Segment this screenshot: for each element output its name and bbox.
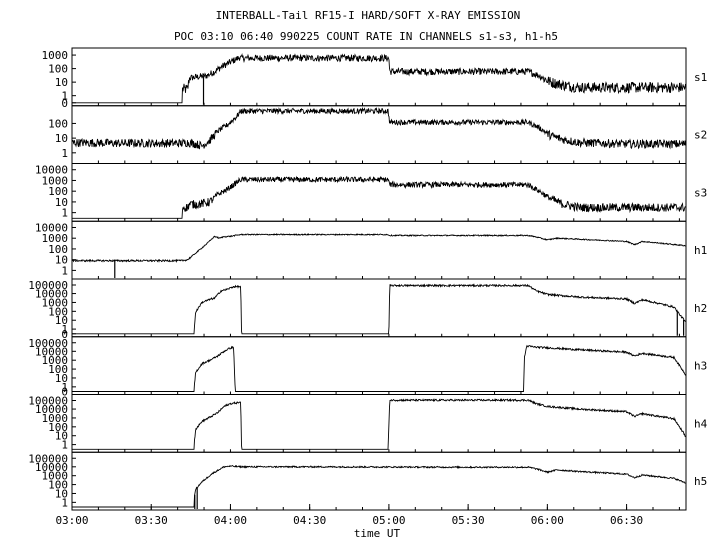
series-line-s2	[72, 107, 686, 150]
y-tick-label: 1	[61, 90, 68, 103]
y-tick-label: 10	[55, 487, 68, 500]
chart-subtitle: POC 03:10 06:40 990225 COUNT RATE IN CHA…	[174, 30, 558, 43]
y-tick-label: 10000	[35, 288, 68, 301]
y-tick-label: 100000	[28, 337, 68, 350]
panel-frame-h2	[71, 278, 687, 338]
panels-group: 10001001010s1100101s2100001000100101s310…	[28, 47, 708, 511]
x-axis-group: 03:00 03:30 04:00 04:30 05:00 05:30 06:00 06:30	[55, 504, 643, 527]
y-tick-label: 10	[55, 196, 68, 209]
y-tick-label: 10	[55, 430, 68, 443]
panel-frame-s2	[71, 105, 687, 164]
y-tick-label: 0	[61, 386, 68, 399]
series-line-h4	[72, 398, 686, 450]
x-tick-label: 03:30	[135, 514, 168, 527]
y-tick-label: 0	[61, 97, 68, 110]
x-tick-label: 05:00	[372, 514, 405, 527]
y-tick-label: 100000	[28, 395, 68, 408]
x-tick-label: 06:30	[610, 514, 643, 527]
y-tick-label: 10	[55, 372, 68, 385]
chart-title: INTERBALL-Tail RF15-I HARD/SOFT X-RAY EM…	[216, 9, 521, 22]
y-tick-label: 100000	[28, 279, 68, 292]
y-tick-label: 100	[48, 305, 68, 318]
series-line-h3	[72, 344, 686, 392]
y-tick-label: 1	[61, 147, 68, 160]
y-tick-label: 10000	[35, 461, 68, 474]
x-axis-label: time UT	[354, 527, 401, 540]
channel-label-s2: s2	[694, 129, 707, 142]
y-tick-label: 1000	[42, 354, 69, 367]
y-tick-label: 1	[61, 207, 68, 220]
y-tick-label: 100	[48, 185, 68, 198]
channel-label-h4: h4	[694, 417, 708, 430]
series-line-s1	[72, 52, 686, 104]
channel-label-h2: h2	[694, 302, 707, 315]
y-tick-label: 1000	[42, 232, 69, 245]
x-tick-label: 04:00	[214, 514, 247, 527]
y-tick-label: 1000	[42, 49, 69, 62]
panel-frame-s1	[71, 47, 687, 107]
series-line-h1	[72, 233, 686, 264]
y-tick-label: 100	[48, 243, 68, 256]
channel-label-h5: h5	[694, 475, 707, 488]
channel-label-h1: h1	[694, 244, 707, 257]
y-tick-label: 100	[48, 479, 68, 492]
y-tick-label: 1000	[42, 412, 69, 425]
y-tick-label: 10	[55, 76, 68, 89]
series-line-s3	[72, 175, 686, 219]
y-tick-label: 1	[61, 439, 68, 452]
y-tick-label: 100	[48, 117, 68, 130]
x-tick-label: 04:30	[293, 514, 326, 527]
y-tick-label: 1	[61, 323, 68, 336]
y-tick-label: 100	[48, 363, 68, 376]
y-tick-label: 1000	[42, 296, 69, 309]
panel-frame-h1	[71, 220, 687, 280]
panel-s2: 100 10 1 s2	[48, 105, 707, 164]
panel-frame-h3	[71, 336, 687, 395]
channel-label-s3: s3	[694, 186, 707, 199]
x-tick-label: 06:00	[531, 514, 564, 527]
x-tick-label: 03:00	[55, 514, 88, 527]
y-tick-label: 100	[48, 421, 68, 434]
y-tick-label: 1000	[42, 470, 69, 483]
panel-frame-h4	[71, 394, 687, 453]
channel-label-h3: h3	[694, 360, 707, 373]
y-tick-label: 10	[55, 314, 68, 327]
y-tick-label: 1	[61, 264, 68, 277]
y-tick-label: 10000	[35, 345, 68, 358]
y-tick-label: 100	[48, 63, 68, 76]
y-tick-label: 10	[55, 132, 68, 145]
y-tick-label: 10000	[35, 221, 68, 234]
y-tick-label: 1000	[42, 174, 69, 187]
y-tick-label: 10000	[35, 403, 68, 416]
panel-frame-s3	[71, 163, 687, 222]
y-tick-label: 1	[61, 496, 68, 509]
x-tick-label: 05:30	[452, 514, 485, 527]
y-tick-label: 0	[61, 328, 68, 341]
panel-frame-h5	[71, 451, 687, 511]
y-tick-label: 100000	[28, 452, 68, 465]
series-line-h2	[72, 283, 686, 335]
channel-label-s1: s1	[694, 71, 707, 84]
y-tick-label: 10000	[35, 164, 68, 177]
y-tick-label: 1	[61, 381, 68, 394]
y-tick-label: 10	[55, 254, 68, 267]
series-line-h5	[72, 464, 686, 508]
